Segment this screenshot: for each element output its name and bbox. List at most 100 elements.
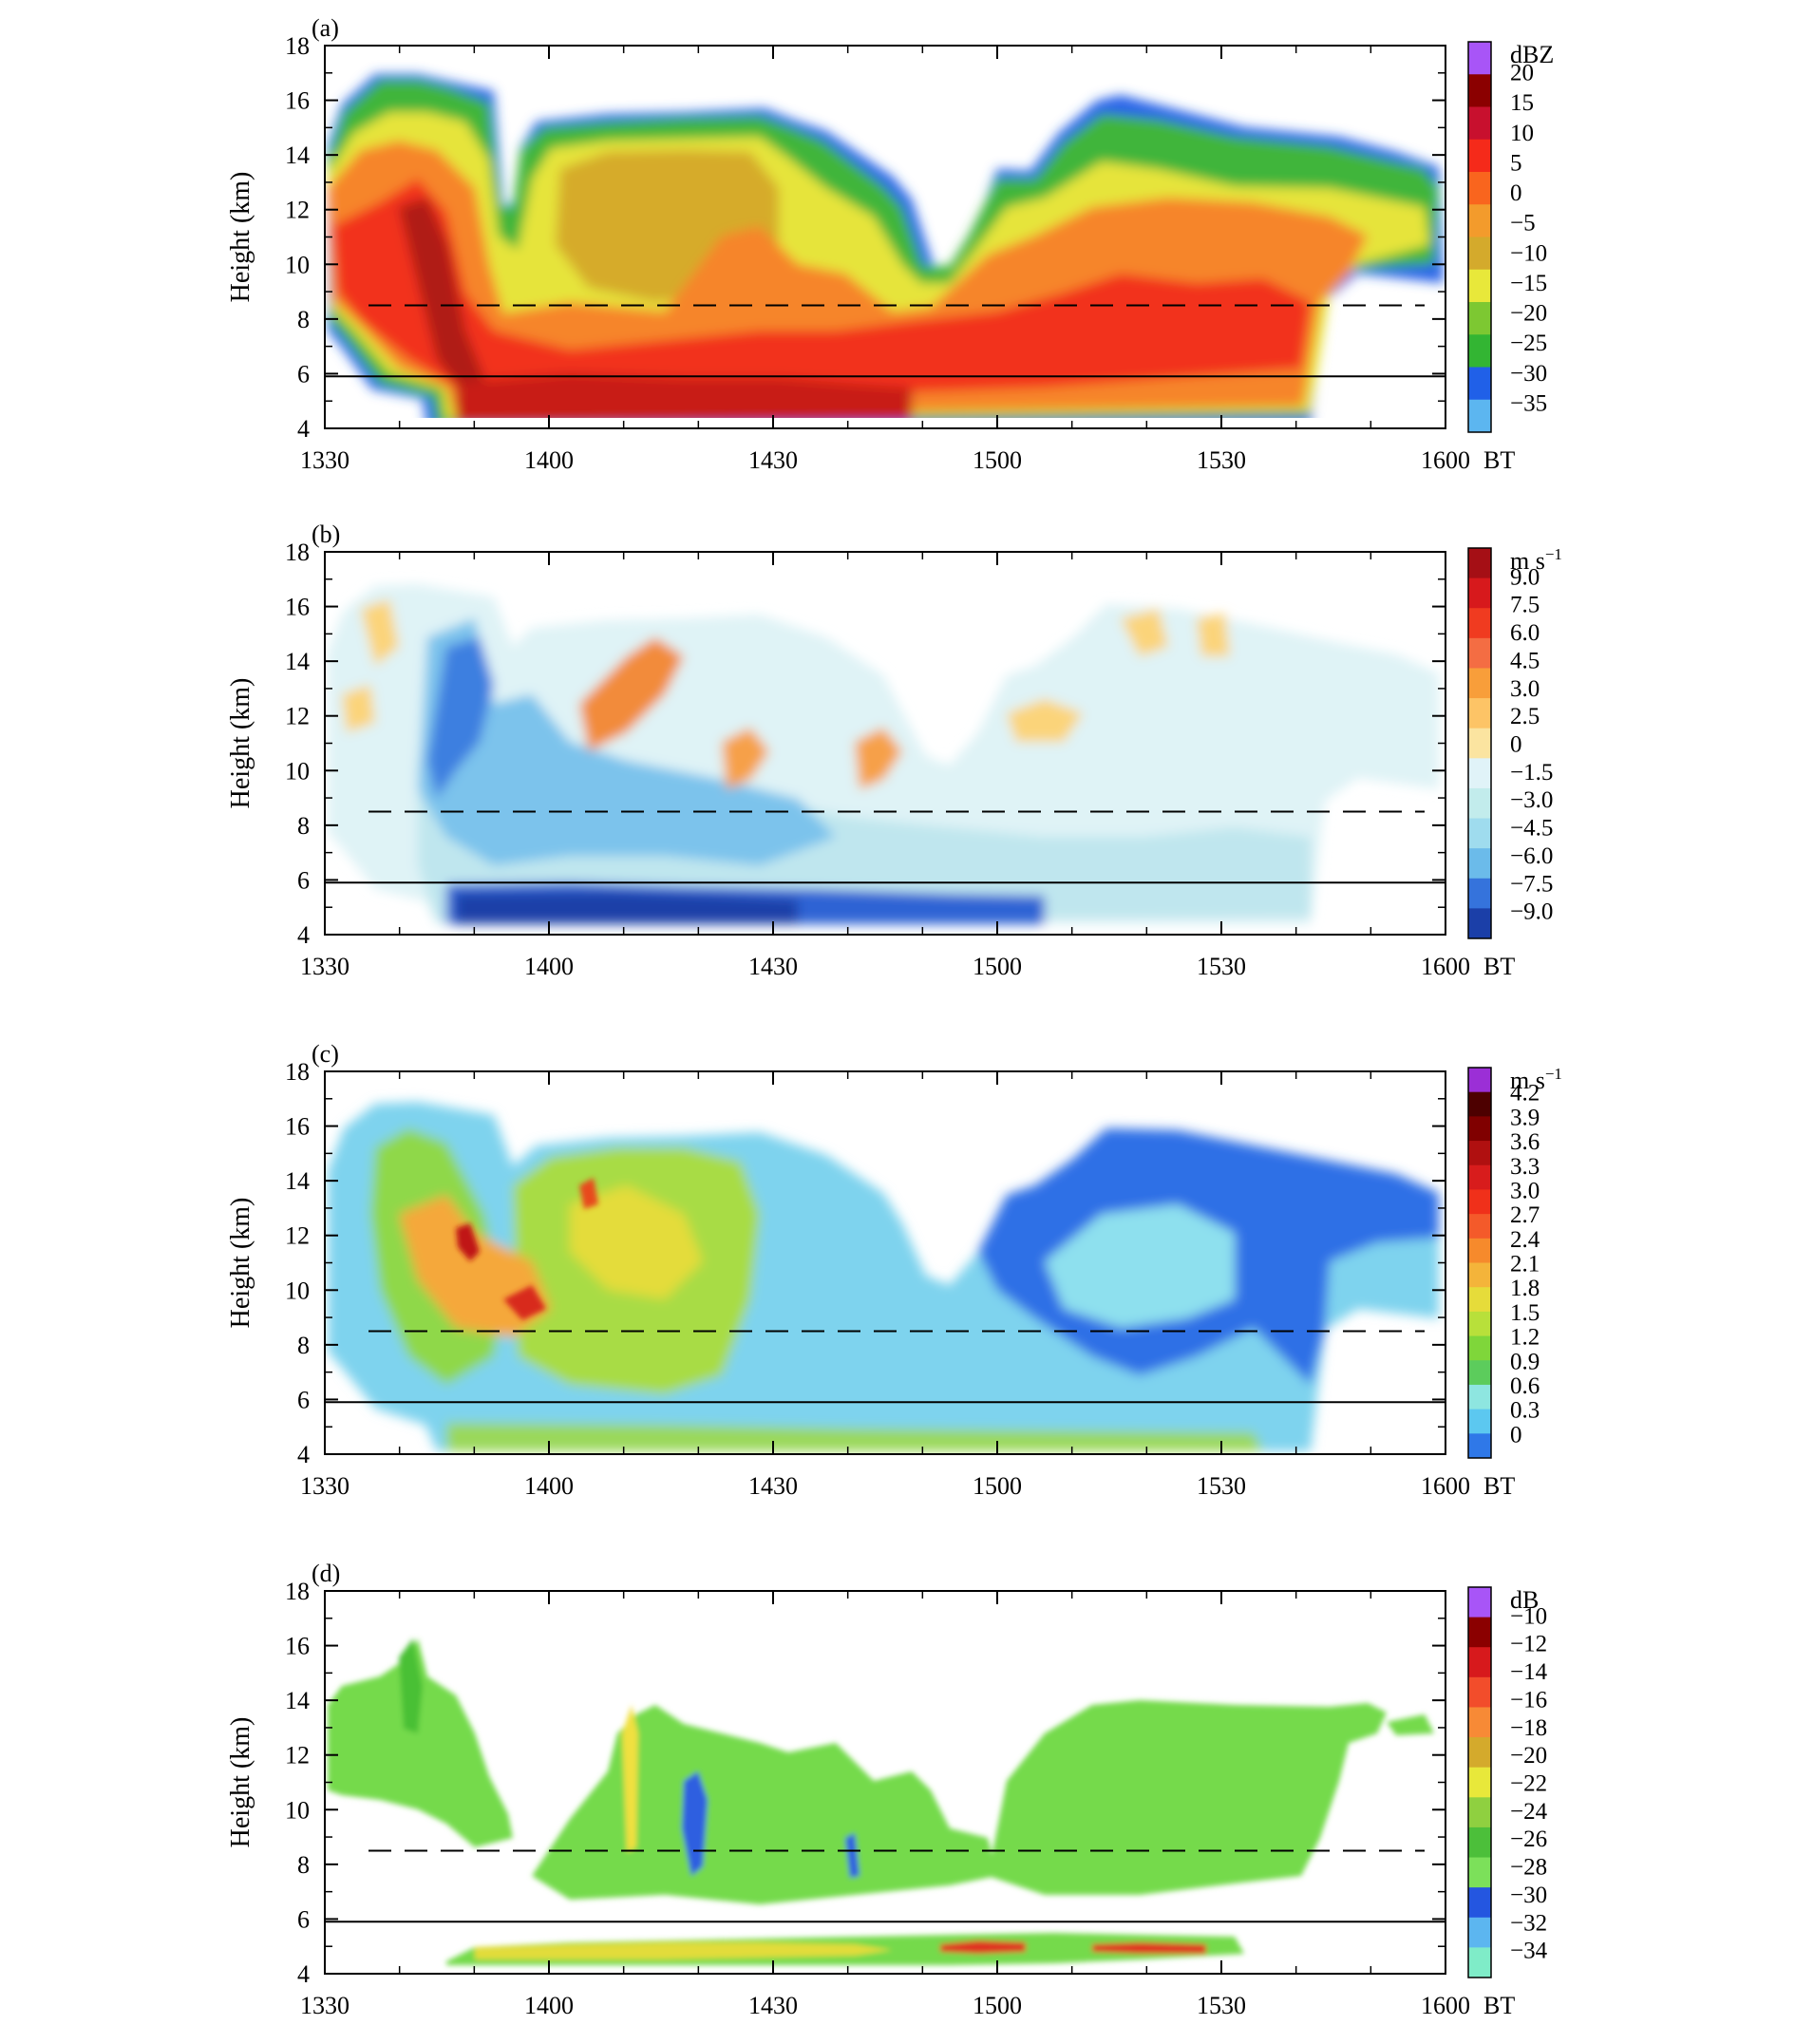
echo-darkred-base [456, 373, 912, 424]
x-tick-label: 1530 [1197, 446, 1246, 474]
colorbar-swatch [1468, 548, 1491, 579]
colorbar-swatch [1468, 1311, 1491, 1337]
colorbar-tick-label: −20 [1510, 1743, 1547, 1769]
colorbar-tick-label: 4.2 [1510, 1081, 1540, 1107]
x-tick-label: 1400 [524, 446, 574, 474]
colorbar-tick-label: 15 [1510, 90, 1534, 116]
colorbar-frame [1467, 1067, 1492, 1459]
y-tick-label: 18 [285, 539, 310, 566]
y-tick-label: 12 [285, 197, 310, 224]
colorbar-tick-label: −5 [1510, 211, 1536, 237]
y-tick-label: 14 [285, 648, 310, 675]
ldr-base-yellow [475, 1942, 893, 1959]
panel-label: (d) [312, 1560, 340, 1587]
y-tick-label: 16 [285, 87, 310, 115]
velocity-base-dark [456, 892, 798, 924]
width-green-base [446, 1423, 1263, 1451]
panel-b [328, 584, 1439, 924]
colorbar-swatch [1468, 1335, 1491, 1361]
y-tick-label: 4 [297, 921, 310, 949]
y-tick-label: 10 [285, 757, 310, 785]
panel-c-axes: 18 16 14 12 10 8 6 4 Height (km) (c) 1330 1400 1430 1… [226, 1040, 1562, 1500]
colorbar-swatch [1468, 1707, 1491, 1738]
colorbar-tick-label: −20 [1510, 301, 1547, 327]
velocity-yellow-patch-3 [1197, 614, 1230, 656]
colorbar-swatch [1468, 1262, 1491, 1288]
y-tick-label: 14 [285, 1687, 310, 1714]
colorbar-tick-label: −25 [1510, 331, 1547, 356]
colorbar-tick-label: −22 [1510, 1771, 1547, 1797]
colorbar-tick-label: 7.5 [1510, 593, 1540, 618]
colorbar-tick-label: −3.0 [1510, 787, 1553, 813]
colorbar-swatch [1468, 1737, 1491, 1769]
colorbar-swatch [1468, 1141, 1491, 1166]
colorbar-tick-label: 9.0 [1510, 564, 1540, 590]
x-tick-label: 1600 [1421, 1992, 1470, 2019]
velocity-updraft-orange [579, 637, 684, 751]
echo-red-core-upper [1083, 288, 1235, 331]
width-cyan-inner [1045, 1204, 1235, 1328]
colorbar-swatch [1468, 1887, 1491, 1919]
colorbar-tick-label: 0.9 [1510, 1349, 1540, 1374]
colorbar-tick-label: 3.0 [1510, 676, 1540, 702]
x-tick-label: 1500 [973, 953, 1022, 980]
x-axis-unit: BT [1483, 953, 1515, 980]
colorbar-unit-exponent: −1 [1545, 545, 1562, 563]
colorbar-tick-label: 4.5 [1510, 648, 1540, 673]
panel-d-field [328, 1638, 1434, 1965]
x-axis-unit: BT [1483, 446, 1515, 474]
colorbar-swatch [1468, 1433, 1491, 1459]
panel-b-axes: 18 16 14 12 10 8 6 4 Height (km) (b) 1330 1400 1430 1… [226, 520, 1562, 980]
colorbar-tick-label: 1.5 [1510, 1300, 1540, 1326]
y-tick-label: 6 [297, 1905, 310, 1933]
y-tick-label: 4 [297, 1960, 310, 1988]
x-tick-label: 1330 [300, 1992, 350, 2019]
velocity-yellow-patch-1 [1007, 699, 1083, 742]
width-yellow-core [570, 1185, 703, 1299]
x-tick-label: 1600 [1421, 446, 1470, 474]
colorbar-swatch [1468, 172, 1491, 205]
colorbar-swatch [1468, 848, 1491, 880]
y-tick-label: 14 [285, 1167, 310, 1195]
x-tick-label: 1600 [1421, 1472, 1470, 1500]
colorbar-tick-label: −6.0 [1510, 843, 1553, 869]
panel-label: (a) [312, 14, 339, 42]
y-tick-label: 10 [285, 1796, 310, 1824]
colorbar-tick-label: 2.4 [1510, 1227, 1540, 1253]
ldr-red-streak-2 [1092, 1942, 1206, 1954]
panel-a [325, 74, 1444, 428]
y-axis-label: Height (km) [226, 1717, 255, 1848]
y-tick-label: 18 [285, 1578, 310, 1605]
colorbar-swatch [1468, 577, 1491, 609]
x-tick-label: 1400 [524, 1992, 574, 2019]
colorbar-swatch [1468, 106, 1491, 141]
colorbar-tick-label: 5 [1510, 150, 1522, 176]
colorbar-swatch [1468, 1164, 1491, 1190]
colorbar-tick-label: −30 [1510, 361, 1547, 387]
panel-d [328, 1638, 1434, 1965]
panel-b-field [328, 584, 1439, 924]
x-tick-label: 1430 [748, 1472, 798, 1500]
colorbar-tick-label: 0 [1510, 732, 1522, 758]
colorbar-tick-label: −24 [1510, 1799, 1548, 1825]
colorbar-frame [1467, 41, 1492, 433]
colorbar-swatch [1468, 1214, 1491, 1240]
colorbar-swatch [1468, 1409, 1491, 1434]
x-tick-label: 1600 [1421, 953, 1470, 980]
x-tick-label: 1330 [300, 953, 350, 980]
y-tick-label: 10 [285, 1277, 310, 1304]
panel-a-field [325, 74, 1444, 428]
echo-red [332, 179, 1311, 407]
colorbar-swatch [1468, 1587, 1491, 1618]
y-tick-label: 16 [285, 1113, 310, 1141]
colorbar-swatch [1468, 399, 1491, 433]
colorbar-swatch [1468, 758, 1491, 789]
colorbar-tick-label: 6.0 [1510, 620, 1540, 646]
x-tick-label: 1430 [748, 446, 798, 474]
colorbar-tick-label: −15 [1510, 271, 1547, 296]
x-tick-label: 1400 [524, 953, 574, 980]
ldr-right-cloud [988, 1700, 1387, 1895]
y-tick-label: 18 [285, 32, 310, 60]
panel-c-field [328, 1102, 1439, 1451]
